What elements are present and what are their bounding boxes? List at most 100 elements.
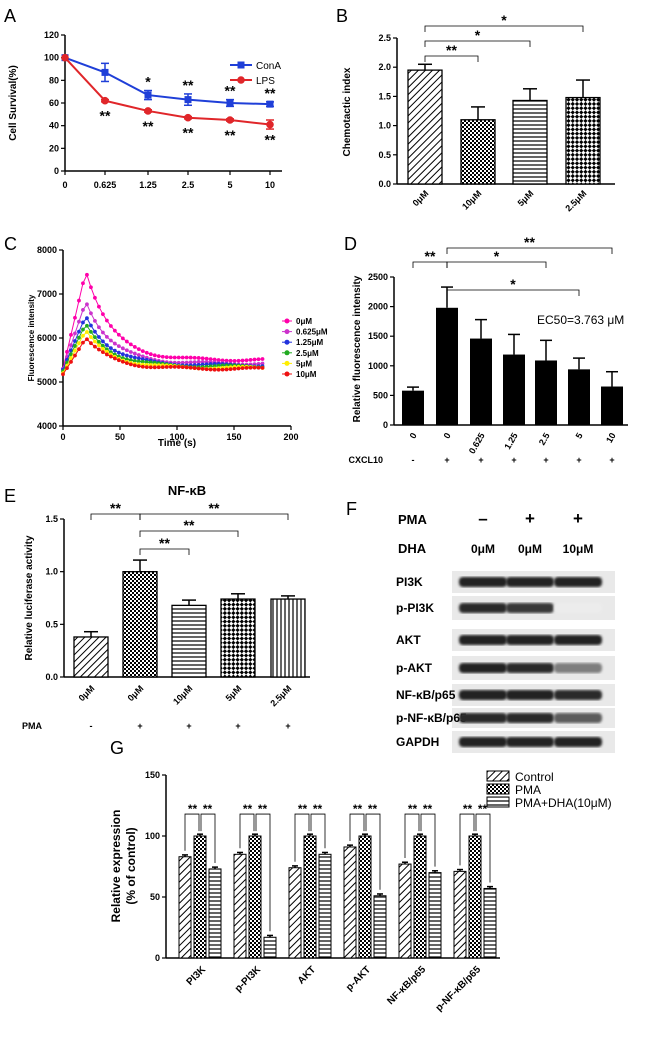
a-significance: ** (225, 83, 236, 99)
d-bracket-label: * (494, 248, 500, 264)
c-point-1.25μM (128, 354, 133, 359)
g-bar-PMA+DHA(10μM) (208, 868, 222, 959)
c-point-2.5μM (124, 357, 129, 362)
c-point-10μM (216, 367, 221, 372)
a-significance: ** (183, 77, 194, 93)
c-point-0μM (124, 339, 129, 344)
c-legend-label: 2.5μM (296, 349, 319, 358)
c-point-10μM (252, 365, 257, 370)
a-x-tick-label: 2.5 (182, 180, 195, 190)
c-point-5μM (97, 343, 101, 348)
e-pma-label: PMA (22, 721, 43, 731)
d-cxcl10-label: CXCL10 (348, 455, 383, 465)
c-point-0μM (232, 358, 237, 363)
d-x-tick-label: 0 (442, 431, 453, 440)
a-legend-marker (237, 61, 245, 69)
g-legend-swatch (486, 783, 510, 795)
c-y-tick-label: 4000 (37, 421, 57, 431)
c-point-1.25μM (93, 329, 97, 334)
e-y-label: Relative luciferase activity (24, 535, 35, 661)
b-y-tick-label: 2.5 (378, 33, 391, 43)
c-point-10μM (208, 367, 213, 372)
g-bracket (310, 813, 326, 849)
panel-letter-a: A (4, 6, 16, 26)
g-legend-label: Control (515, 770, 554, 784)
c-point-0.625μM (81, 308, 85, 312)
a-point-LPS (226, 116, 234, 124)
c-point-10μM (244, 365, 249, 370)
f-row-label: p-PI3K (396, 601, 434, 615)
c-point-0.625μM (89, 311, 93, 316)
a-y-tick-label: 40 (49, 121, 59, 131)
a-legend-label: ConA (256, 61, 281, 72)
f-band (554, 635, 602, 645)
c-point-1.25μM (81, 320, 85, 325)
c-point-1.25μM (97, 335, 101, 339)
d-y-label: Relative fluorescence intensity (352, 275, 363, 422)
c-point-5μM (69, 356, 73, 361)
c-point-10μM (260, 366, 265, 370)
d-y-tick-label: 500 (373, 390, 388, 400)
e-x-tick-label: 0μM (126, 683, 146, 703)
c-point-0μM (216, 358, 221, 362)
c-point-10μM (73, 353, 77, 358)
c-point-0.625μM (132, 351, 137, 356)
c-point-10μM (112, 356, 117, 361)
c-point-10μM (148, 365, 153, 370)
c-legend-label: 5μM (296, 359, 312, 368)
c-legend-label: 0μM (296, 317, 312, 326)
d-cxcl10-sign: + (576, 455, 581, 465)
f-band (459, 737, 507, 747)
c-point-10μM (224, 367, 229, 372)
western-blot-f: PMA DHA – 0μM +0μM +10μM PI3K p-PI3K AKT p-AKT NF-… (396, 509, 615, 753)
f-band (506, 663, 554, 673)
e-bar-4 (270, 598, 306, 678)
g-y-tick-label: 150 (145, 770, 160, 780)
e-bracket-label: ** (159, 535, 170, 551)
c-point-10μM (188, 365, 193, 370)
d-x-tick-label: 10 (604, 431, 618, 445)
b-y-tick-label: 0.5 (378, 150, 391, 160)
c-point-10μM (140, 364, 145, 369)
f-row-label: GAPDH (396, 735, 439, 749)
c-point-0.625μM (184, 360, 189, 365)
c-point-5μM (81, 333, 85, 338)
c-point-0.625μM (140, 354, 145, 359)
c-point-0μM (89, 285, 93, 290)
d-x-tick-label: 0.625 (467, 431, 487, 456)
c-point-0μM (224, 358, 229, 363)
c-point-0μM (204, 356, 209, 361)
g-bar-PMA (468, 835, 482, 959)
panel-letter-c: C (4, 234, 17, 254)
g-bar-PMA+DHA(10μM) (263, 936, 277, 959)
b-x-tick-label: 2.5μM (563, 188, 588, 213)
c-point-1.25μM (136, 356, 141, 361)
g-bar-PMA (193, 835, 207, 959)
c-point-0μM (108, 324, 113, 328)
a-x-tick-label: 10 (265, 180, 275, 190)
c-point-5μM (73, 348, 77, 353)
f-band (554, 603, 602, 613)
c-point-2.5μM (132, 358, 137, 363)
c-point-1.25μM (140, 357, 145, 362)
c-point-0.625μM (120, 346, 125, 351)
d-y-tick-label: 2000 (368, 302, 388, 312)
e-x-tick-label: 5μM (224, 683, 244, 703)
d-bracket (446, 261, 547, 268)
c-point-10μM (200, 367, 205, 371)
c-point-0.625μM (93, 318, 97, 323)
c-point-0μM (252, 357, 257, 362)
f-band (554, 690, 602, 700)
g-significance: ** (408, 802, 418, 816)
e-x-tick-label: 2.5μM (268, 683, 293, 708)
c-point-0μM (244, 358, 249, 363)
a-significance: ** (143, 118, 154, 134)
g-x-tick-label: p-AKT (344, 964, 373, 993)
g-bracket (459, 813, 475, 866)
c-point-0μM (148, 352, 153, 357)
a-x-tick-label: 1.25 (139, 180, 157, 190)
g-bar-PMA (248, 835, 262, 959)
c-point-10μM (248, 365, 253, 370)
c-point-10μM (81, 340, 85, 345)
